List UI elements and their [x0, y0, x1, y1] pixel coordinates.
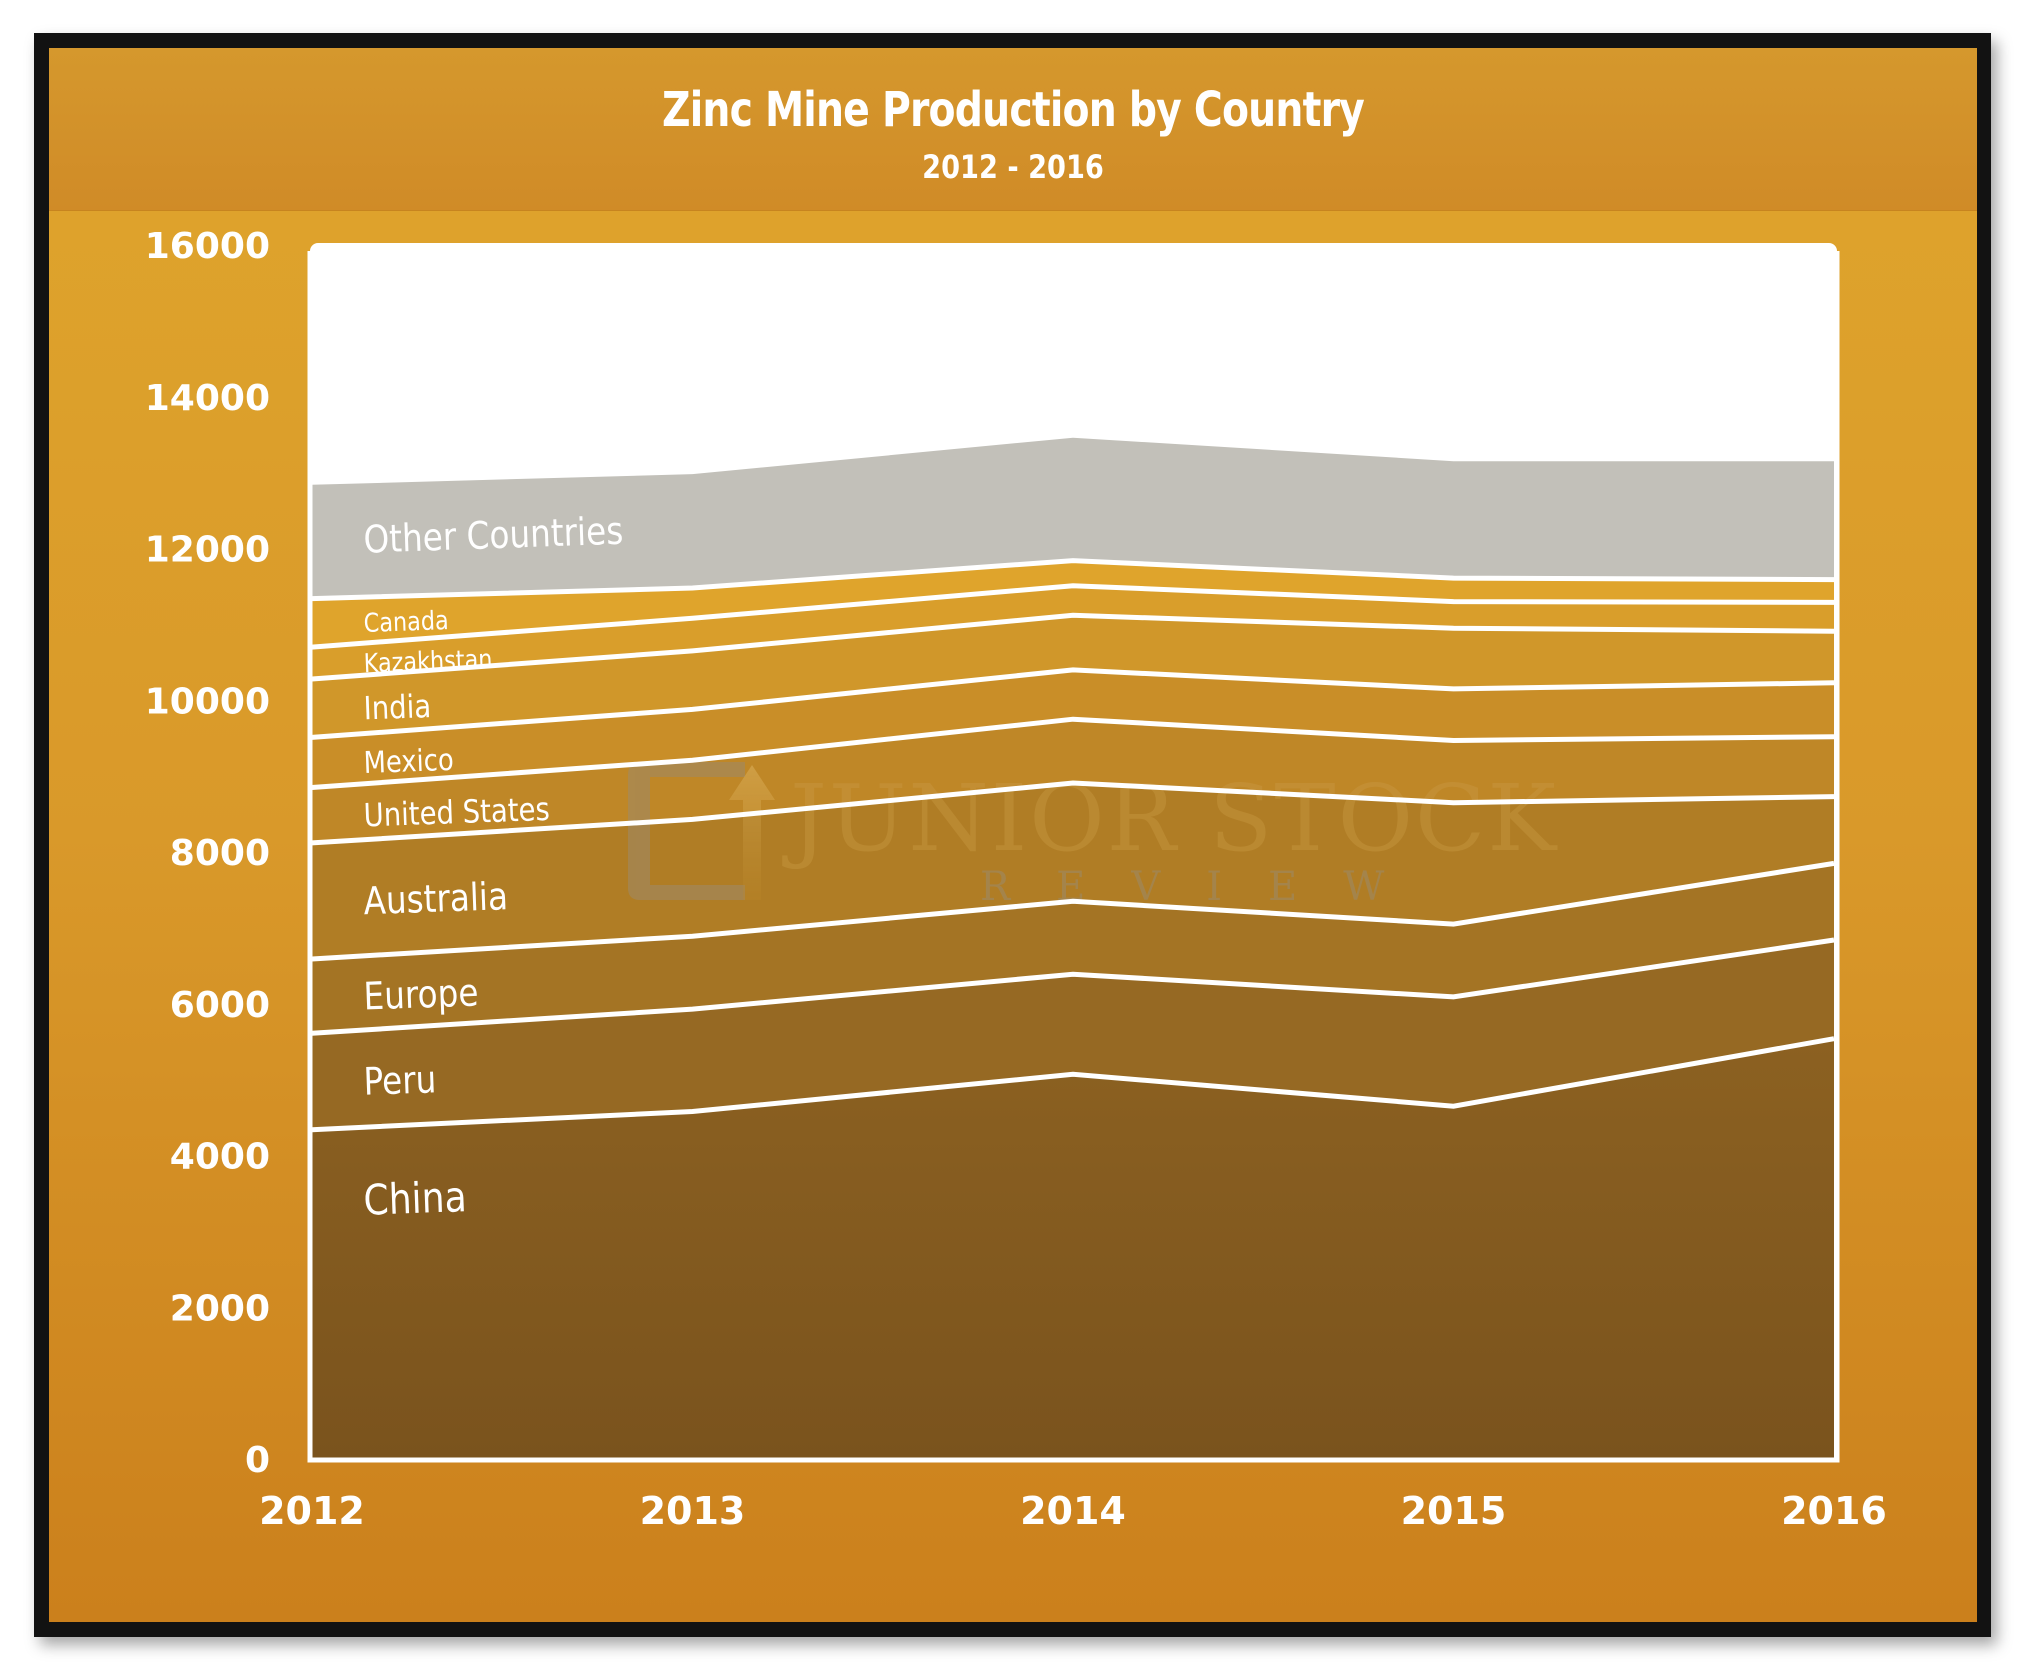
- area-kazakhstan: [312, 585, 1834, 679]
- watermark-bracket-icon: [628, 762, 745, 900]
- separator-canada: [311, 558, 1835, 602]
- x-tick-label: 2014: [1020, 1489, 1126, 1533]
- separator-india: [311, 612, 1835, 682]
- series-label-kazakhstan: Kazakhstan: [363, 643, 493, 679]
- separator-mexico: [311, 667, 1835, 740]
- x-tick-label: 2015: [1401, 1489, 1507, 1533]
- area-australia: [312, 783, 1834, 959]
- x-tick-label: 2013: [640, 1489, 746, 1533]
- y-tick-label: 2000: [170, 1288, 270, 1329]
- separator-peru: [311, 937, 1835, 1036]
- y-tick-label: 4000: [170, 1137, 270, 1178]
- y-tick-label: 12000: [145, 530, 270, 571]
- plot-border: [307, 251, 1840, 1463]
- y-tick-label: 16000: [145, 226, 270, 267]
- series-label-europe: Europe: [363, 971, 479, 1019]
- series-label-united-states: United States: [363, 791, 550, 835]
- area-other-countries: [312, 437, 1834, 599]
- area-canada: [312, 560, 1834, 648]
- y-axis: 0 2000 4000 6000 8000 10000 12000 14000 16000: [145, 226, 270, 1481]
- area-layers: [312, 437, 1834, 1459]
- series-label-australia: Australia: [363, 875, 509, 924]
- chart-subtitle: 2012 - 2016: [922, 148, 1104, 186]
- watermark-line1: JUNIOR STOCK: [782, 765, 1558, 872]
- series-label-other-countries: Other Countries: [363, 509, 624, 562]
- series-label-canada: Canada: [363, 604, 449, 638]
- series-label-peru: Peru: [363, 1058, 437, 1104]
- series-separators: [311, 558, 1835, 1133]
- separator-australia: [311, 780, 1835, 846]
- chart-header: Zinc Mine Production by Country 2012 - 2…: [49, 48, 1977, 211]
- x-axis: 2012 2013 2014 2015 2016: [259, 1489, 1887, 1533]
- area-europe: [312, 863, 1834, 1034]
- x-tick-label: 2016: [1781, 1489, 1887, 1533]
- x-tick-label: 2012: [259, 1489, 365, 1533]
- watermark: JUNIOR STOCK REVIEW: [628, 762, 1558, 910]
- series-label-mexico: Mexico: [363, 742, 454, 781]
- series-labels: China Peru Europe Australia United States Mex…: [363, 509, 624, 1225]
- separator-china: [311, 1036, 1835, 1133]
- watermark-arrow-icon: [729, 765, 775, 900]
- area-china: [312, 1038, 1834, 1459]
- y-tick-label: 8000: [170, 833, 270, 874]
- y-tick-label: 6000: [170, 985, 270, 1026]
- separator-europe: [311, 860, 1835, 962]
- separator-united-states: [311, 716, 1835, 790]
- area-india: [312, 615, 1834, 738]
- chart-title: Zinc Mine Production by Country: [661, 82, 1365, 138]
- y-tick-label: 0: [245, 1440, 270, 1481]
- y-tick-label: 10000: [145, 681, 270, 722]
- area-peru: [312, 940, 1834, 1130]
- series-label-china: China: [363, 1174, 468, 1226]
- series-label-india: India: [363, 688, 432, 728]
- separator-kazakhstan: [311, 583, 1835, 650]
- y-tick-label: 14000: [145, 378, 270, 419]
